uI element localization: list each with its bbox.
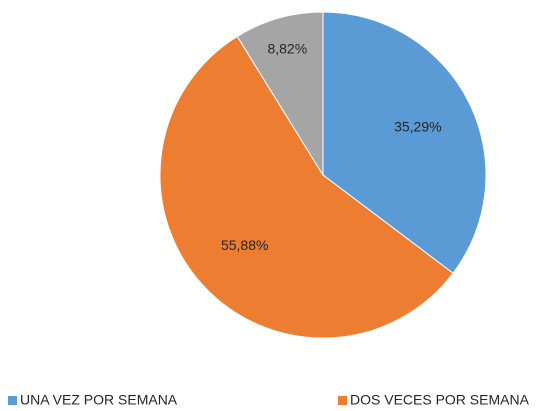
pie-slice (322, 11, 487, 274)
pie-slice (159, 35, 454, 339)
data-label: 8,82% (267, 40, 307, 56)
data-label: 55,88% (221, 237, 268, 253)
legend-label: DOS VECES POR SEMANA (350, 392, 530, 408)
legend-label: UNA VEZ POR SEMANA (20, 392, 178, 408)
legend-swatch (338, 396, 347, 405)
data-label: 35,29% (394, 118, 441, 134)
pie-slice (236, 11, 324, 177)
legend-swatch (8, 396, 17, 405)
